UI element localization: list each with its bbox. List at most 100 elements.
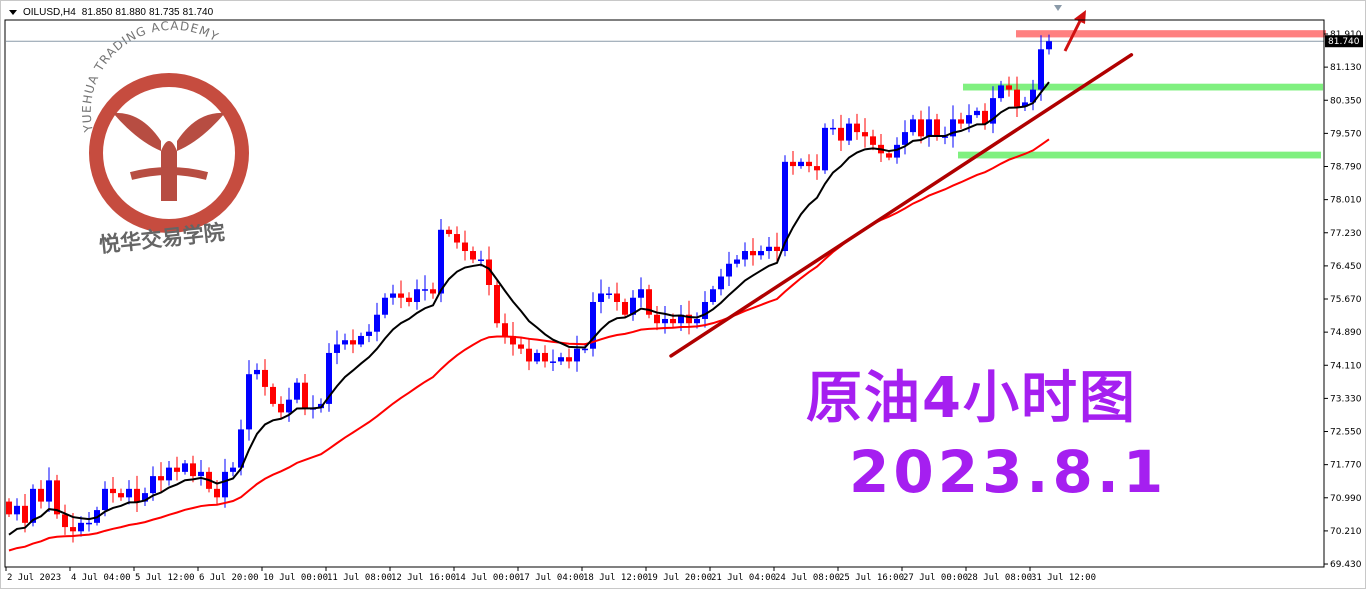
support-lower-band[interactable] — [958, 151, 1321, 159]
candle-body — [390, 293, 396, 298]
y-tick-label: 72.550 — [1330, 428, 1362, 438]
current-price-tag: 81.740 — [1325, 35, 1363, 48]
candle — [262, 359, 268, 396]
candle-body — [262, 369, 268, 387]
candle-body — [630, 297, 636, 315]
support-upper-band[interactable] — [963, 83, 1323, 91]
candle — [358, 332, 364, 348]
candle-body — [422, 289, 428, 291]
candle — [414, 279, 420, 310]
candle — [598, 279, 604, 314]
candle — [1006, 76, 1012, 97]
resistance-band[interactable] — [1016, 30, 1326, 38]
candle — [246, 360, 252, 441]
candle-body — [486, 259, 492, 285]
candle-body — [774, 246, 780, 252]
candle — [718, 268, 724, 296]
candle-body — [166, 467, 172, 481]
candle-body — [510, 335, 516, 345]
candle-body — [934, 119, 940, 137]
candle-body — [998, 85, 1004, 99]
x-tick-label: 10 Jul 00:00 — [263, 573, 328, 583]
y-tick-label: 70.990 — [1330, 494, 1362, 504]
yuehua-logo-watermark: YUEHUA TRADING ACADEMY 悦华交易学院 — [80, 19, 249, 257]
candle-body — [670, 318, 676, 324]
trendline[interactable] — [669, 53, 1134, 358]
candle-body — [222, 471, 228, 498]
candle — [462, 230, 468, 261]
candle-body — [494, 284, 500, 324]
candle-body — [406, 297, 412, 302]
candle-body — [254, 369, 260, 375]
candle-body — [830, 127, 836, 130]
candle-body — [894, 144, 900, 158]
chart-shift-marker-icon[interactable] — [1054, 5, 1062, 11]
candle — [1014, 76, 1020, 117]
candle — [734, 255, 740, 268]
candle — [622, 298, 628, 318]
candle — [1030, 79, 1036, 111]
candle — [806, 154, 812, 173]
candle-body — [542, 352, 548, 362]
candle — [126, 480, 132, 505]
candle-body — [38, 488, 44, 502]
candle-body — [806, 161, 812, 167]
chart-annotation-date: 2023.8.1 — [849, 438, 1168, 506]
candle-body — [342, 340, 348, 345]
candle-body — [1014, 89, 1020, 107]
candle — [382, 293, 388, 319]
candle — [910, 114, 916, 136]
x-tick-label: 27 Jul 00:00 — [903, 573, 968, 583]
chart-header: OILUSD,H4 81.850 81.880 81.735 81.740 — [9, 7, 213, 18]
time-axis[interactable]: 2 Jul 2023 4 Jul 04:00 5 Jul 12:00 6 Jul 20… — [5, 567, 1096, 583]
candle-body — [150, 476, 156, 494]
x-tick-label: 19 Jul 20:00 — [647, 573, 712, 583]
candle — [166, 461, 172, 486]
candle — [822, 123, 828, 174]
candle — [158, 462, 164, 492]
candle-body — [1046, 41, 1052, 50]
candle-body — [158, 476, 164, 481]
candle-body — [102, 488, 108, 511]
candle-body — [54, 480, 60, 515]
candle-body — [86, 522, 92, 525]
candle — [102, 481, 108, 517]
y-tick-label: 74.110 — [1330, 361, 1362, 371]
open-value: 81.850 — [81, 7, 113, 18]
candle-body — [462, 242, 468, 252]
x-tick-label: 5 Jul 12:00 — [135, 573, 195, 583]
candle — [870, 129, 876, 151]
candle — [62, 504, 68, 535]
candle — [350, 329, 356, 354]
candle — [46, 467, 52, 512]
candle — [174, 456, 180, 481]
candle-body — [654, 314, 660, 324]
candle-body — [214, 488, 220, 498]
candle — [614, 282, 620, 311]
candle — [782, 155, 788, 257]
candle — [182, 459, 188, 475]
price-axis[interactable]: 81.910 81.130 80.350 79.570 78.790 78.010 77.2… — [1324, 30, 1362, 570]
candle-body — [966, 115, 972, 124]
candle-body — [398, 293, 404, 298]
x-tick-label: 14 Jul 00:00 — [455, 573, 520, 583]
candle — [342, 333, 348, 350]
candle-body — [238, 429, 244, 468]
candle — [198, 459, 204, 486]
x-tick-label: 18 Jul 12:00 — [583, 573, 648, 583]
dropdown-triangle-icon[interactable] — [9, 10, 17, 15]
candle-body — [182, 463, 188, 472]
candle-body — [350, 340, 356, 345]
candle — [814, 154, 820, 180]
candle-body — [710, 289, 716, 302]
candle-body — [446, 229, 452, 235]
candle-body — [502, 323, 508, 336]
candle-body — [22, 505, 28, 523]
candle-body — [694, 318, 700, 324]
candle — [502, 313, 508, 344]
candle-body — [846, 123, 852, 141]
candle — [326, 343, 332, 412]
candle-body — [126, 488, 132, 498]
candle — [286, 387, 292, 422]
